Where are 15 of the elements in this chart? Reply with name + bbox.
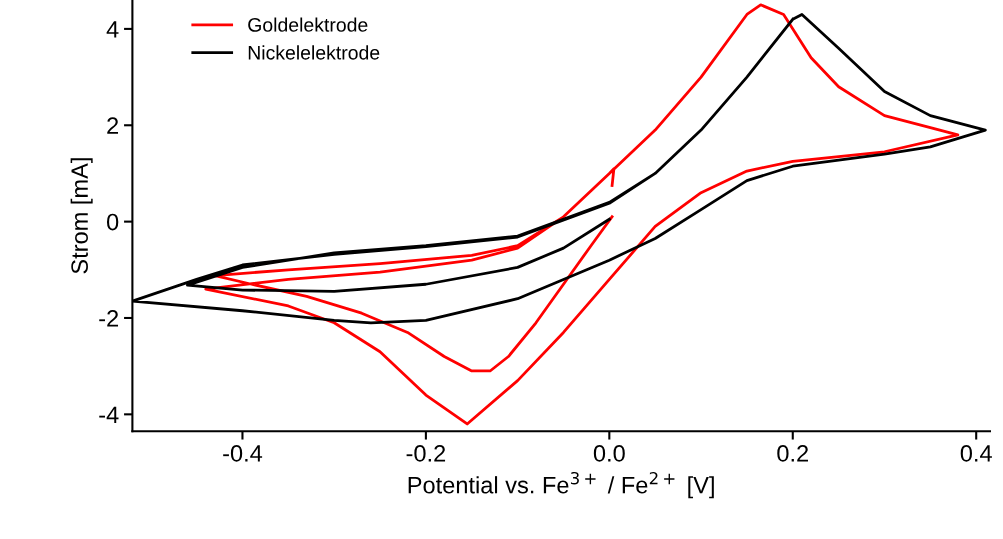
line-series xyxy=(204,3,960,426)
y-tick-label: -4 xyxy=(99,406,119,423)
y-tick-label: -2 xyxy=(99,310,119,327)
y-tick-label: 4 xyxy=(106,21,119,38)
x-tick-label: 0.4 xyxy=(960,445,992,462)
x-tick-label: -0.4 xyxy=(223,445,263,462)
y-axis-title: Strom [mA] xyxy=(70,158,93,274)
y-tick-label: 2 xyxy=(107,117,119,134)
y-tick-label: 0 xyxy=(106,213,119,231)
x-tick-label: 0.2 xyxy=(777,445,808,462)
legend-label: Nickelelektrode xyxy=(248,45,380,60)
x-tick-label: 0.0 xyxy=(593,445,625,462)
x-tick-label: -0.2 xyxy=(406,445,446,462)
x-axis-title: Potential vs. Fe$^{3+}$ / Fe$^{2+}$ [V] xyxy=(408,471,714,499)
legend-label: Goldelektrode xyxy=(248,17,368,32)
